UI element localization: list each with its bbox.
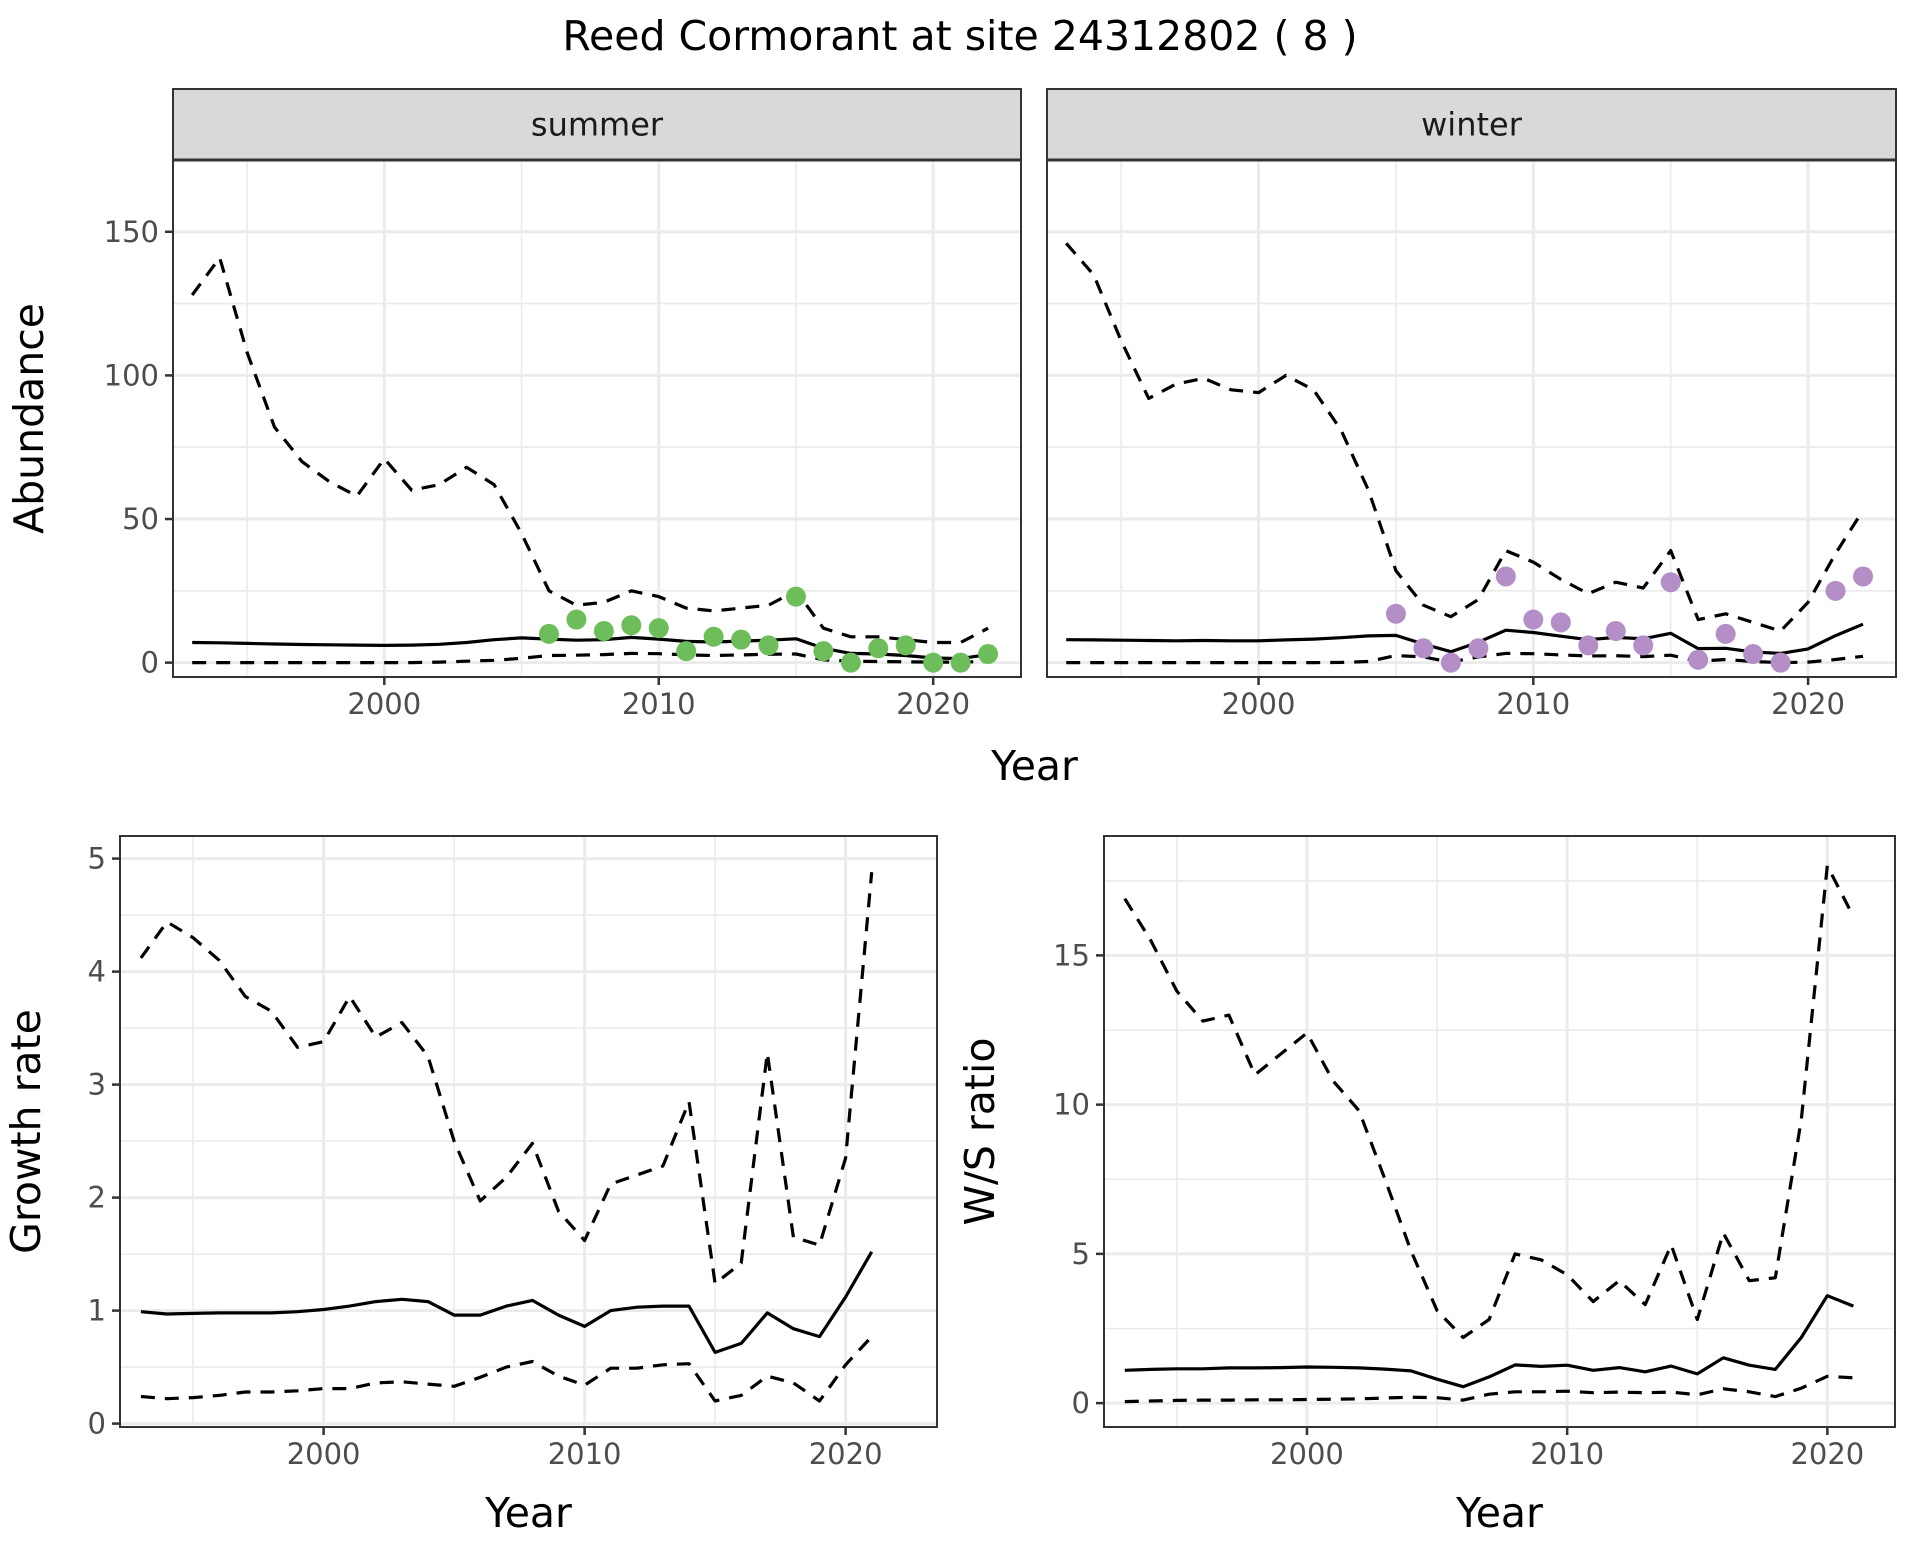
data-point-summer bbox=[813, 641, 834, 662]
facet-strip-label: summer bbox=[531, 106, 664, 144]
data-point-winter bbox=[1825, 580, 1846, 601]
panel-summer: summer 2000 2010 2020 0 50 100 150 Abundance bbox=[5, 88, 1022, 721]
x-tick-label: 2000 bbox=[287, 1437, 361, 1471]
data-point-winter bbox=[1633, 635, 1654, 656]
y-tick-label: 3 bbox=[88, 1068, 106, 1102]
data-point-summer bbox=[676, 641, 697, 662]
y-tick-label: 50 bbox=[122, 502, 159, 536]
x-axis-title: Year bbox=[1455, 1489, 1543, 1537]
data-point-winter bbox=[1413, 638, 1434, 659]
data-point-winter bbox=[1660, 572, 1681, 593]
data-point-summer bbox=[538, 623, 559, 644]
x-tick-label: 2010 bbox=[1496, 687, 1570, 721]
y-tick-label: 10 bbox=[1053, 1088, 1090, 1122]
data-point-winter bbox=[1468, 638, 1489, 659]
data-point-summer bbox=[648, 618, 669, 639]
data-point-summer bbox=[840, 652, 861, 673]
x-tick-label: 2000 bbox=[347, 687, 421, 721]
x-tick-label: 2020 bbox=[1771, 687, 1845, 721]
panel-ws_ratio: 2000 2010 2020 0 5 10 15 Year W/S ratio bbox=[956, 835, 1896, 1537]
facet-strip-label: winter bbox=[1421, 106, 1523, 144]
plot-background bbox=[120, 836, 937, 1427]
plot-background bbox=[1047, 160, 1896, 677]
y-tick-label: 4 bbox=[88, 955, 106, 989]
y-axis-title: Abundance bbox=[5, 303, 53, 534]
x-axis-title-facets: Year bbox=[990, 742, 1078, 790]
panel-growth: 2000 2010 2020 0 1 2 3 4 5 Year Growth rate bbox=[2, 835, 938, 1537]
data-point-summer bbox=[566, 609, 587, 630]
y-axis-title: W/S ratio bbox=[956, 1038, 1004, 1226]
data-point-winter bbox=[1550, 612, 1571, 633]
y-tick-label: 2 bbox=[88, 1181, 106, 1215]
panel-border bbox=[119, 835, 938, 1428]
data-point-summer bbox=[785, 586, 806, 607]
x-tick-label: 2010 bbox=[548, 1437, 622, 1471]
x-tick-label: 2020 bbox=[1790, 1437, 1864, 1471]
y-axis-title: Growth rate bbox=[2, 1009, 50, 1254]
y-tick-label: 15 bbox=[1053, 938, 1090, 972]
series-line-lower bbox=[1124, 1374, 1854, 1404]
data-point-winter bbox=[1523, 609, 1544, 630]
series-line-lower bbox=[140, 1335, 873, 1403]
series-line-lower bbox=[192, 651, 989, 665]
series-line-mean bbox=[1124, 1294, 1854, 1389]
data-point-summer bbox=[923, 652, 944, 673]
data-point-winter bbox=[1605, 621, 1626, 642]
data-point-summer bbox=[758, 635, 779, 656]
y-tick-label: 0 bbox=[1072, 1386, 1090, 1420]
data-point-winter bbox=[1578, 635, 1599, 656]
y-tick-label: 0 bbox=[141, 646, 159, 680]
data-point-summer bbox=[621, 615, 642, 636]
chart-title: Reed Cormorant at site 24312802 ( 8 ) bbox=[562, 12, 1357, 60]
series-line-lower bbox=[1066, 651, 1864, 665]
series-line-upper bbox=[1123, 864, 1855, 1340]
y-tick-label: 150 bbox=[104, 215, 159, 249]
panel-border bbox=[1103, 835, 1896, 1428]
data-point-winter bbox=[1743, 644, 1764, 665]
y-tick-label: 5 bbox=[88, 842, 106, 876]
x-tick-label: 2000 bbox=[1222, 687, 1296, 721]
series-line-upper bbox=[190, 256, 989, 645]
x-tick-label: 2020 bbox=[896, 687, 970, 721]
x-tick-label: 2020 bbox=[809, 1437, 883, 1471]
data-point-summer bbox=[978, 644, 999, 665]
x-tick-label: 2010 bbox=[1530, 1437, 1604, 1471]
data-point-winter bbox=[1385, 603, 1406, 624]
y-tick-label: 0 bbox=[88, 1407, 106, 1441]
y-tick-label: 100 bbox=[104, 358, 159, 392]
series-line-mean bbox=[140, 1250, 874, 1355]
x-axis-title: Year bbox=[484, 1489, 572, 1537]
data-point-summer bbox=[703, 626, 724, 647]
data-point-winter bbox=[1440, 652, 1461, 673]
data-point-winter bbox=[1853, 566, 1874, 587]
data-point-winter bbox=[1688, 649, 1709, 670]
plot-background bbox=[173, 160, 1021, 677]
y-tick-label: 1 bbox=[88, 1294, 106, 1328]
data-point-summer bbox=[950, 652, 971, 673]
data-point-winter bbox=[1715, 623, 1736, 644]
x-tick-label: 2010 bbox=[622, 687, 696, 721]
data-point-summer bbox=[868, 638, 889, 659]
data-point-summer bbox=[593, 621, 614, 642]
data-point-winter bbox=[1495, 566, 1516, 587]
data-point-summer bbox=[895, 635, 916, 656]
panel-winter: winter 2000 2010 2020 bbox=[1046, 88, 1897, 721]
plot-background bbox=[1104, 836, 1895, 1427]
series-line-upper bbox=[139, 872, 874, 1286]
series-line-mean bbox=[192, 635, 989, 661]
y-tick-label: 5 bbox=[1072, 1237, 1090, 1271]
x-tick-label: 2000 bbox=[1270, 1437, 1344, 1471]
series-line-mean bbox=[1066, 622, 1864, 656]
data-point-summer bbox=[731, 629, 752, 650]
data-point-winter bbox=[1770, 652, 1791, 673]
